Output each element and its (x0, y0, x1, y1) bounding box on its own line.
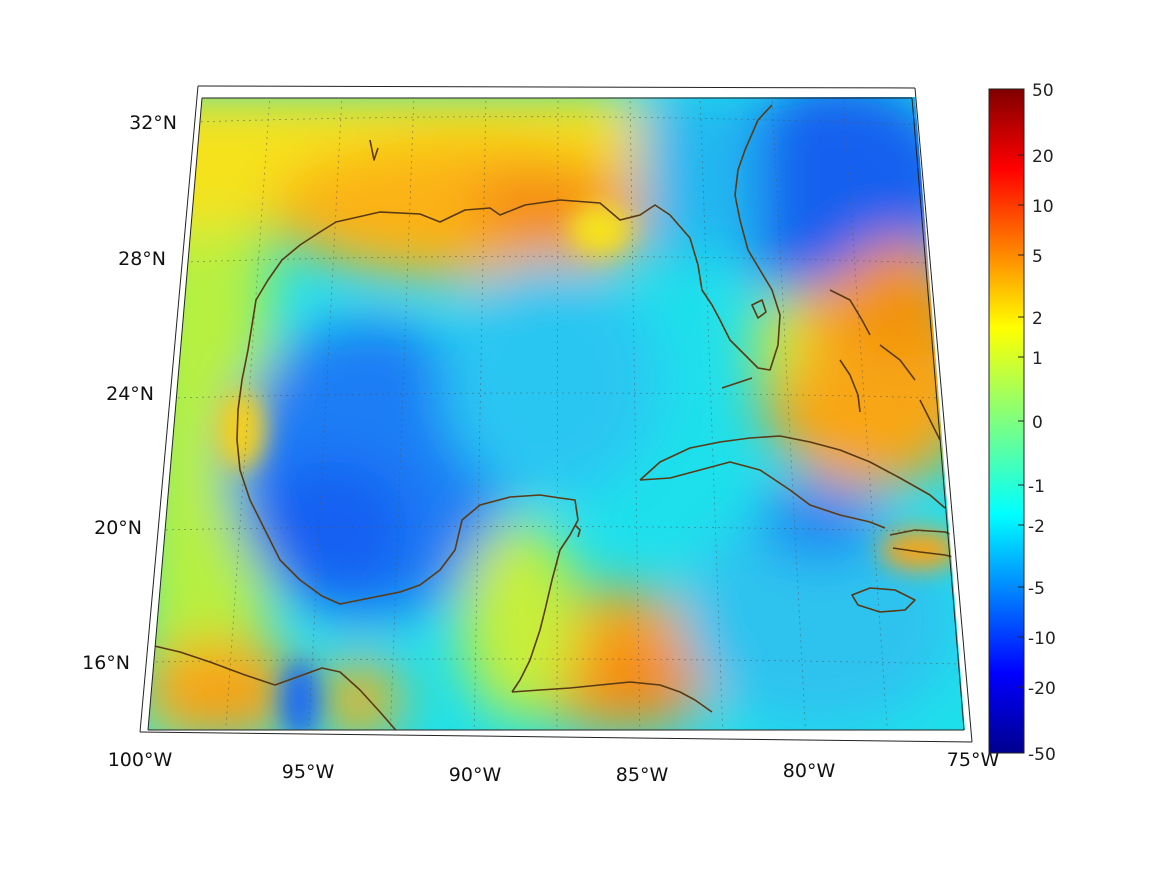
graticule (149, 97, 961, 730)
lat-label: 32°N (129, 112, 177, 134)
lon-label: 85°W (616, 764, 669, 786)
colorbar: 50 20 10 5 2 1 0 -1 -2 -5 -10 -20 -50 (988, 81, 1056, 765)
colorbar-ticks (1018, 154, 1024, 688)
colorbar-tick-label: 5 (1032, 247, 1043, 267)
colorbar-tick-label: 1 (1032, 349, 1043, 369)
lon-label: 80°W (783, 760, 836, 782)
lon-label: 75°W (947, 749, 1000, 771)
colorbar-tick-label: -50 (1028, 745, 1056, 765)
lat-label: 24°N (106, 383, 154, 405)
colorbar-tick-label: 2 (1032, 309, 1043, 329)
colorbar-tick-label: 50 (1032, 81, 1054, 101)
coastlines (149, 104, 965, 730)
colorbar-tick-label: 10 (1032, 197, 1054, 217)
colorbar-tick-label: 20 (1032, 147, 1054, 167)
colorbar-tick-label: -1 (1028, 477, 1045, 497)
lon-label: 100°W (108, 749, 173, 771)
latitude-labels: 32°N 28°N 24°N 20°N 16°N (82, 112, 177, 674)
colorbar-tick-label: -2 (1028, 517, 1045, 537)
lat-label: 28°N (118, 248, 166, 270)
lat-label: 20°N (94, 517, 142, 539)
colorbar-tick-label: -10 (1028, 629, 1056, 649)
lon-label: 95°W (282, 761, 335, 783)
colorbar-tick-label: 0 (1032, 413, 1043, 433)
heatmap-field (148, 97, 965, 730)
longitude-labels: 100°W 95°W 90°W 85°W 80°W 75°W (108, 749, 1000, 786)
map-frame (139, 85, 973, 743)
colorbar-tick-label: -20 (1028, 679, 1056, 699)
colorbar-tick-label: -5 (1028, 579, 1045, 599)
lat-label: 16°N (82, 652, 130, 674)
lon-label: 90°W (449, 764, 502, 786)
